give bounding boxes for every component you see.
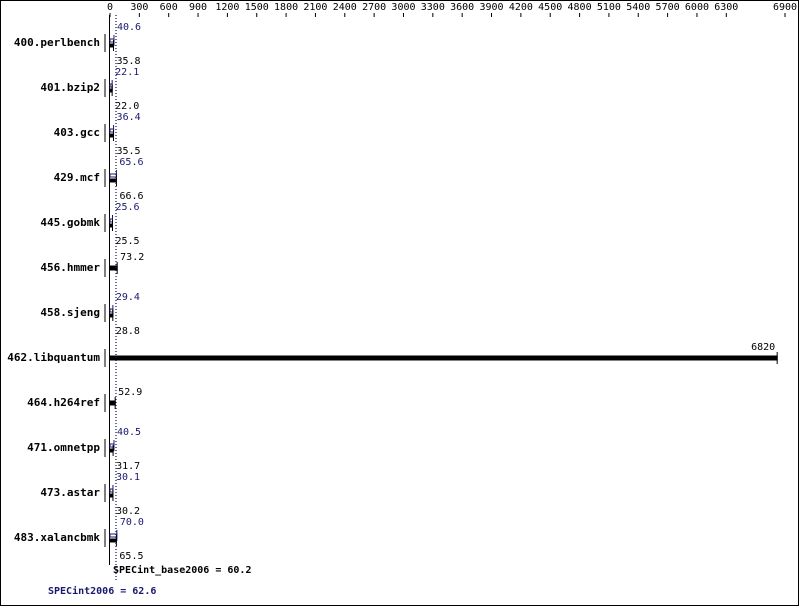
- x-tick-label: 6900: [773, 2, 797, 13]
- x-tick-label: 5100: [597, 2, 621, 13]
- value-label: 35.5: [116, 146, 140, 157]
- benchmark-name: 400.perlbench: [14, 36, 100, 49]
- benchmark-name: 483.xalancbmk: [14, 531, 100, 544]
- x-tick-label: 900: [189, 2, 207, 13]
- value-label: 22.0: [115, 101, 139, 112]
- x-tick-label: 2700: [362, 2, 386, 13]
- x-tick-label: 2400: [333, 2, 357, 13]
- base-bar: [109, 43, 115, 48]
- x-tick-label: 6000: [685, 2, 709, 13]
- x-tick-label: 300: [130, 2, 148, 13]
- value-label: 65.6: [119, 157, 143, 168]
- x-tick-label: 3300: [421, 2, 445, 13]
- summary-label: SPECint2006 = 62.6: [48, 585, 156, 597]
- value-label: 29.4: [116, 292, 140, 303]
- value-label: 70.0: [120, 517, 144, 528]
- benchmark-name: 458.sjeng: [40, 306, 100, 319]
- value-label: 6820: [751, 342, 775, 353]
- base-bar: [109, 355, 778, 361]
- value-label: 28.8: [116, 326, 140, 337]
- x-tick-label: 4500: [538, 2, 562, 13]
- value-label: 31.7: [116, 461, 140, 472]
- benchmark-name: 445.gobmk: [40, 216, 100, 229]
- value-label: 66.6: [120, 191, 144, 202]
- benchmark-name: 403.gcc: [54, 126, 100, 139]
- value-label: 25.6: [116, 202, 140, 213]
- x-tick-label: 3000: [391, 2, 415, 13]
- benchmark-name: 473.astar: [40, 486, 100, 499]
- x-tick-label: 4800: [568, 2, 592, 13]
- benchmark-name: 429.mcf: [54, 171, 100, 184]
- benchmark-name: 401.bzip2: [40, 81, 100, 94]
- benchmark-name: 462.libquantum: [7, 351, 100, 364]
- value-label: 65.5: [119, 551, 143, 562]
- x-tick-label: 1500: [245, 2, 269, 13]
- value-label: 36.4: [117, 112, 141, 123]
- x-tick-label: 1200: [215, 2, 239, 13]
- base-bar: [109, 133, 114, 138]
- x-tick-label: 5700: [656, 2, 680, 13]
- value-label: 30.2: [116, 506, 140, 517]
- value-label: 22.1: [115, 67, 139, 78]
- x-tick-label: 4200: [509, 2, 533, 13]
- value-label: 52.9: [118, 387, 142, 398]
- benchmark-name: 456.hmmer: [40, 261, 100, 274]
- value-label: 25.5: [115, 236, 139, 247]
- summary-label: SPECint_base2006 = 60.2: [113, 564, 251, 576]
- x-tick-label: 3600: [450, 2, 474, 13]
- base-bar: [109, 400, 116, 406]
- value-label: 40.5: [117, 427, 141, 438]
- x-tick-label: 3900: [479, 2, 503, 13]
- x-tick-label: 0: [107, 2, 113, 13]
- value-label: 35.8: [117, 56, 141, 67]
- x-tick-label: 5400: [626, 2, 650, 13]
- x-tick-label: 6300: [714, 2, 738, 13]
- x-tick-label: 2100: [303, 2, 327, 13]
- value-label: 30.1: [116, 472, 140, 483]
- value-label: 40.6: [117, 22, 141, 33]
- benchmark-name: 464.h264ref: [27, 396, 100, 409]
- x-tick-label: 1800: [274, 2, 298, 13]
- x-tick-label: 600: [160, 2, 178, 13]
- benchmark-name: 471.omnetpp: [27, 441, 100, 454]
- value-label: 73.2: [120, 252, 144, 263]
